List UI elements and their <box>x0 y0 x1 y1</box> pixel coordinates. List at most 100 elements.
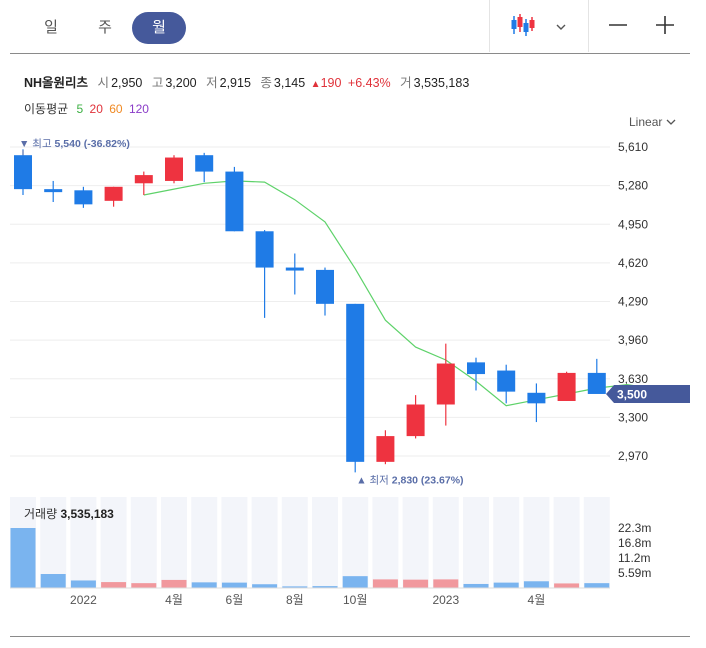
price-axis-tick: 4,950 <box>618 217 648 231</box>
price-axis-tick: 5,610 <box>618 140 648 154</box>
volume-slot-bg <box>161 497 187 588</box>
volume-axis-tick: 16.8m <box>618 536 651 550</box>
volume-slot-bg <box>372 497 399 588</box>
candle-body <box>527 392 546 404</box>
candlestick <box>74 186 93 208</box>
low-label: 저 <box>206 76 218 90</box>
volume-bar <box>70 580 96 588</box>
ma-60: 60 <box>109 102 123 116</box>
candle-body <box>165 157 183 181</box>
volume-label: 거 <box>400 76 412 90</box>
candlestick <box>527 383 546 423</box>
volume-axis-tick: 5.59m <box>618 566 651 580</box>
volume-bar <box>584 583 610 588</box>
volume-slot-bg <box>493 497 520 588</box>
volume-bar <box>252 584 278 588</box>
volume-bar <box>312 586 338 589</box>
volume-axis-tick: 11.2m <box>618 551 650 565</box>
candlestick <box>134 171 153 195</box>
ma-20: 20 <box>89 102 103 116</box>
volume-panel-label: 거래량 3,535,183 <box>24 505 114 522</box>
volume-bar <box>10 528 36 588</box>
price-summary: NH올원리츠 시 2,950 고 3,200 저 2,915 종 3,145 ▲190 … <box>24 72 469 91</box>
candle-body <box>557 372 576 401</box>
current-price-tag <box>606 384 690 403</box>
zoom-in-button[interactable] <box>645 8 685 46</box>
candlestick <box>104 186 123 207</box>
volume-bar <box>191 582 217 588</box>
volume-slot-bg <box>312 497 338 588</box>
volume-slot-bg <box>191 497 218 588</box>
volume-slot-bg <box>583 497 610 588</box>
candlestick <box>406 395 425 439</box>
candlestick-icon <box>510 13 536 42</box>
volume-slot-bg <box>463 497 489 588</box>
candle-body <box>134 175 153 184</box>
volume-slot-bg <box>432 497 459 588</box>
candle-body <box>225 171 244 232</box>
close-value: 3,145 <box>273 76 306 90</box>
time-axis-tick: 8월 <box>286 593 304 607</box>
volume-slot-bg <box>40 497 67 588</box>
chart-type-button[interactable] <box>498 8 548 46</box>
tab-day[interactable]: 일 <box>44 19 58 36</box>
volume-bar <box>131 583 157 588</box>
price-axis-tick: 2,970 <box>618 449 648 463</box>
candlestick <box>195 152 214 183</box>
high-value: 3,200 <box>165 76 197 90</box>
price-axis-tick: 4,290 <box>618 295 648 309</box>
footer-border <box>10 636 690 637</box>
low-value: 2,915 <box>219 76 251 90</box>
open-value: 2,950 <box>111 76 143 90</box>
volume-slot-bg <box>523 497 550 588</box>
open-label: 시 <box>97 76 110 90</box>
candlestick <box>557 371 576 401</box>
candlestick <box>587 358 606 394</box>
candle-body <box>195 155 214 172</box>
volume-bar <box>463 583 489 588</box>
candlestick <box>497 364 516 404</box>
candle-body <box>316 269 334 304</box>
candlestick <box>44 180 63 203</box>
time-axis-tick: 6월 <box>226 593 244 607</box>
volume-bar <box>433 579 459 588</box>
time-axis-tick: 2023 <box>432 593 459 607</box>
volume-bar <box>342 576 368 588</box>
tab-week[interactable]: 주 <box>98 19 112 36</box>
zoom-out-button[interactable] <box>598 8 638 46</box>
candlestick <box>14 149 32 195</box>
max-annotation: ▼ 최고 5,540 (-36.82%) <box>19 138 130 150</box>
ma5-line <box>143 180 658 407</box>
candle-body <box>406 404 425 437</box>
volume-bar <box>40 574 66 588</box>
candle-body <box>255 231 274 268</box>
plus-icon <box>655 15 675 40</box>
scale-select[interactable]: Linear <box>629 115 676 129</box>
volume-panel-value: 3,535,183 <box>60 507 114 521</box>
tab-month[interactable]: 월 <box>132 12 186 44</box>
volume-slot-bg <box>342 497 369 588</box>
moving-average-legend[interactable]: 이동평균 5 20 60 120 <box>24 100 154 117</box>
candlestick <box>225 166 244 232</box>
toolbar-border <box>10 53 690 54</box>
candle-body <box>44 189 63 193</box>
volume-slot-bg <box>70 497 97 588</box>
chevron-down-icon <box>555 18 567 36</box>
volume-bar <box>372 579 398 588</box>
volume-bar <box>282 586 308 589</box>
candle-body <box>436 363 455 405</box>
candle-body <box>376 436 395 462</box>
candlestick <box>255 230 274 318</box>
time-axis-tick: 4월 <box>528 593 546 607</box>
volume-slot-bg <box>281 497 308 588</box>
volume-bar <box>101 582 127 588</box>
change-value: 190 <box>320 76 342 90</box>
chart-type-dropdown[interactable] <box>548 8 574 46</box>
volume-bar <box>161 579 187 588</box>
volume-bar <box>493 582 519 588</box>
volume-bar <box>523 581 549 588</box>
scale-label: Linear <box>629 115 663 129</box>
candlestick <box>376 430 395 465</box>
time-axis-tick: 10월 <box>343 593 367 607</box>
